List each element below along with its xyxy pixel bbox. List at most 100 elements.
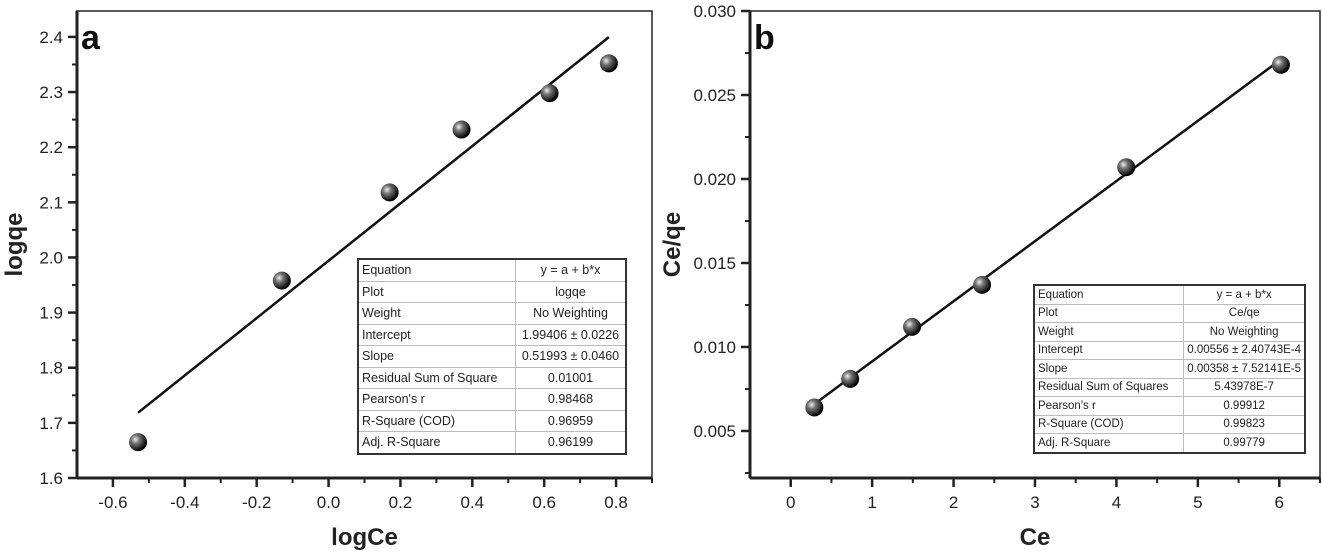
y-tick-label: 1.6 xyxy=(39,469,63,488)
y-tick-label: 0.025 xyxy=(693,86,736,105)
param-name: Weight xyxy=(357,302,516,325)
data-point xyxy=(805,398,824,417)
param-value: 0.96959 xyxy=(515,409,627,432)
fit-line xyxy=(137,36,610,414)
param-name: Pearson's r xyxy=(1033,396,1185,416)
y-axis-title: Ce/qe xyxy=(659,212,686,277)
table-row: Plot Ce/qe xyxy=(1033,303,1306,323)
x-tick-label: -0.2 xyxy=(242,493,271,512)
x-tick-label: 3 xyxy=(1030,493,1039,512)
data-point xyxy=(452,120,471,139)
table-row: Residual Sum of Squares 5.43978E-7 xyxy=(1033,377,1306,397)
table-row: Pearson's r 0.98468 xyxy=(357,388,627,411)
param-name: R-Square (COD) xyxy=(1033,414,1185,434)
param-value: No Weighting xyxy=(515,302,627,325)
data-point xyxy=(841,369,860,388)
table-row: Equation y = a + b*x xyxy=(357,258,627,282)
x-axis-title: Ce xyxy=(1020,524,1051,551)
param-name: Plot xyxy=(357,280,516,303)
data-point xyxy=(903,317,922,336)
fit-line xyxy=(813,58,1282,406)
param-value: logqe xyxy=(515,280,627,303)
y-tick-label: 2.4 xyxy=(39,28,63,47)
param-value: 0.51993 ± 0.0460 xyxy=(515,345,627,368)
param-value: 0.99823 xyxy=(1183,414,1306,434)
y-tick-label: 0.020 xyxy=(693,170,736,189)
x-tick-label: 0.2 xyxy=(389,493,413,512)
x-tick-label: 0 xyxy=(786,493,795,512)
param-value: No Weighting xyxy=(1183,322,1306,342)
param-value: 0.01001 xyxy=(515,366,627,389)
x-tick-label: 2 xyxy=(949,493,958,512)
x-tick-label: 6 xyxy=(1275,493,1284,512)
param-name: Weight xyxy=(1033,322,1185,342)
table-row: Intercept 1.99406 ± 0.0226 xyxy=(357,323,627,346)
y-tick-label: 1.7 xyxy=(39,414,63,433)
table-row: Plot logqe xyxy=(357,280,627,303)
param-value: 1.99406 ± 0.0226 xyxy=(515,323,627,346)
param-value: 0.00556 ± 2.40743E-4 xyxy=(1183,340,1306,360)
data-point xyxy=(540,84,559,103)
y-tick-label: 2.0 xyxy=(39,248,63,267)
data-point xyxy=(599,54,618,73)
param-name: Intercept xyxy=(357,323,516,346)
param-name: Adj. R-Square xyxy=(1033,433,1185,453)
x-tick-label: -0.4 xyxy=(170,493,199,512)
x-axis-title: logCe xyxy=(331,524,398,551)
y-axis-title: logqe xyxy=(1,213,28,277)
param-value: 0.00358 ± 7.52141E-5 xyxy=(1183,359,1306,379)
param-value: 0.99912 xyxy=(1183,396,1306,416)
param-name: Slope xyxy=(357,345,516,368)
param-value: 5.43978E-7 xyxy=(1183,377,1306,397)
x-tick-label: 1 xyxy=(867,493,876,512)
param-name: Equation xyxy=(357,258,516,282)
param-value: 0.96199 xyxy=(515,431,627,454)
table-row: Slope 0.00358 ± 7.52141E-5 xyxy=(1033,359,1306,379)
data-point xyxy=(380,183,399,202)
param-value: 0.98468 xyxy=(515,388,627,411)
x-tick-label: 0.6 xyxy=(532,493,556,512)
y-tick-label: 0.030 xyxy=(693,2,736,21)
x-tick-label: 5 xyxy=(1193,493,1202,512)
param-name: Plot xyxy=(1033,303,1185,323)
y-tick-label: 0.005 xyxy=(693,422,736,441)
param-value: Ce/qe xyxy=(1183,303,1306,323)
y-tick-label: 2.1 xyxy=(39,193,63,212)
y-tick-label: 2.2 xyxy=(39,138,63,157)
panel-label: a xyxy=(81,19,101,57)
param-name: Intercept xyxy=(1033,340,1185,360)
param-name: Slope xyxy=(1033,359,1185,379)
data-point xyxy=(129,433,148,452)
table-row: Residual Sum of Square 0.01001 xyxy=(357,366,627,389)
y-tick-label: 1.8 xyxy=(39,359,63,378)
data-point xyxy=(272,271,291,290)
panel-label: b xyxy=(754,19,775,57)
param-name: Residual Sum of Squares xyxy=(1033,377,1185,397)
param-name: Residual Sum of Square xyxy=(357,366,516,389)
table-row: Adj. R-Square 0.96199 xyxy=(357,431,627,454)
table-row: Weight No Weighting xyxy=(357,302,627,325)
data-point xyxy=(1271,55,1290,74)
param-name: R-Square (COD) xyxy=(357,409,516,432)
y-tick-label: 0.015 xyxy=(693,254,736,273)
param-value: y = a + b*x xyxy=(1183,284,1306,305)
x-tick-label: 0.4 xyxy=(460,493,484,512)
param-value: 0.99779 xyxy=(1183,433,1306,453)
fit-table-b: Equation y = a + b*x Plot Ce/qe Weight No Wei… xyxy=(1033,284,1306,454)
table-row: Adj. R-Square 0.99779 xyxy=(1033,433,1306,453)
table-row: R-Square (COD) 0.96959 xyxy=(357,409,627,432)
table-row: Intercept 0.00556 ± 2.40743E-4 xyxy=(1033,340,1306,360)
x-tick-label: 0.0 xyxy=(317,493,341,512)
x-tick-label: 0.8 xyxy=(604,493,628,512)
param-name: Pearson's r xyxy=(357,388,516,411)
x-tick-label: 4 xyxy=(1112,493,1121,512)
table-row: Slope 0.51993 ± 0.0460 xyxy=(357,345,627,368)
table-row: R-Square (COD) 0.99823 xyxy=(1033,414,1306,434)
param-name: Equation xyxy=(1033,284,1185,305)
fit-table-a: Equation y = a + b*x Plot logqe Weight No Wei… xyxy=(357,258,627,455)
data-point xyxy=(973,275,992,294)
data-point xyxy=(1117,158,1136,177)
y-tick-label: 1.9 xyxy=(39,304,63,323)
